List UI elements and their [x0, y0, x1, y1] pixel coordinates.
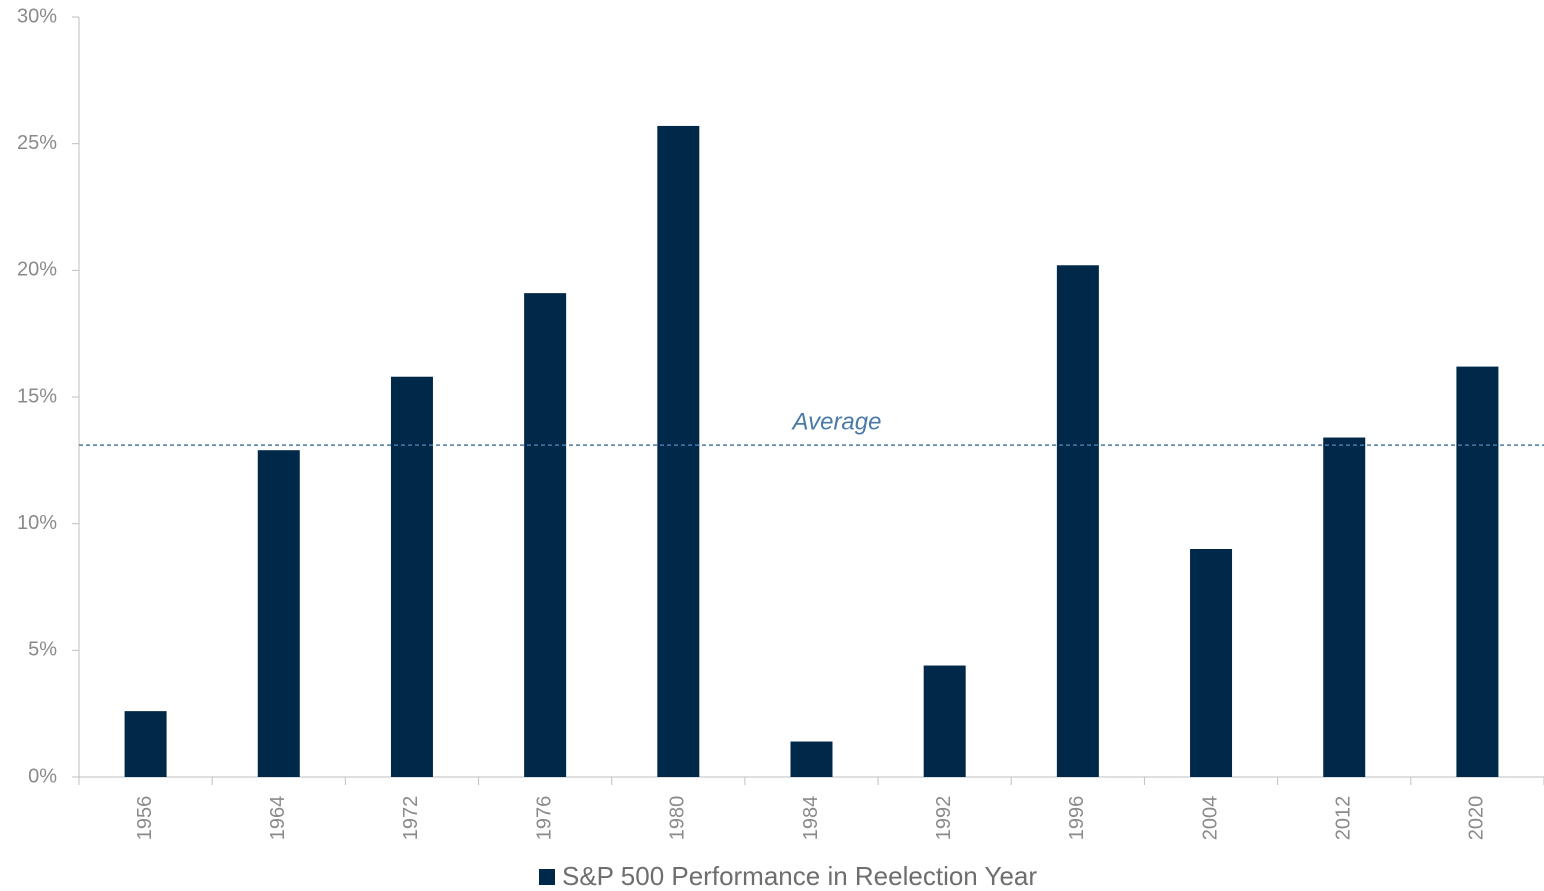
bar — [790, 741, 833, 777]
average-label: Average — [791, 408, 882, 435]
y-tick-label: 30% — [17, 5, 57, 27]
y-tick-label: 10% — [17, 512, 57, 534]
bar — [1190, 549, 1233, 777]
y-tick-label: 0% — [28, 765, 57, 787]
bar — [257, 450, 300, 777]
x-tick-label: 1964 — [267, 796, 289, 841]
x-tick-label: 1992 — [933, 796, 955, 841]
x-tick-label: 2012 — [1333, 796, 1355, 841]
bar — [1323, 437, 1366, 777]
bar — [524, 293, 567, 777]
x-tick-label: 2020 — [1466, 796, 1488, 841]
y-tick-label: 5% — [28, 639, 57, 661]
legend-swatch — [539, 869, 555, 885]
y-tick-label: 25% — [17, 132, 57, 154]
y-tick-label: 20% — [17, 259, 57, 281]
bar — [657, 125, 700, 777]
x-tick-label: 1976 — [533, 796, 555, 841]
bar — [390, 376, 433, 777]
y-tick-label: 15% — [17, 385, 57, 407]
x-tick-label: 1972 — [400, 796, 422, 841]
bar — [923, 665, 966, 777]
x-tick-label: 1980 — [667, 796, 689, 841]
x-tick-label: 1996 — [1066, 796, 1088, 841]
x-tick-label: 2004 — [1199, 796, 1221, 841]
legend-label: S&P 500 Performance in Reelection Year — [562, 861, 1037, 891]
bar — [1056, 265, 1099, 777]
bar — [124, 711, 167, 777]
bar — [1456, 366, 1499, 777]
x-tick-label: 1984 — [800, 796, 822, 841]
x-tick-label: 1956 — [134, 796, 156, 841]
